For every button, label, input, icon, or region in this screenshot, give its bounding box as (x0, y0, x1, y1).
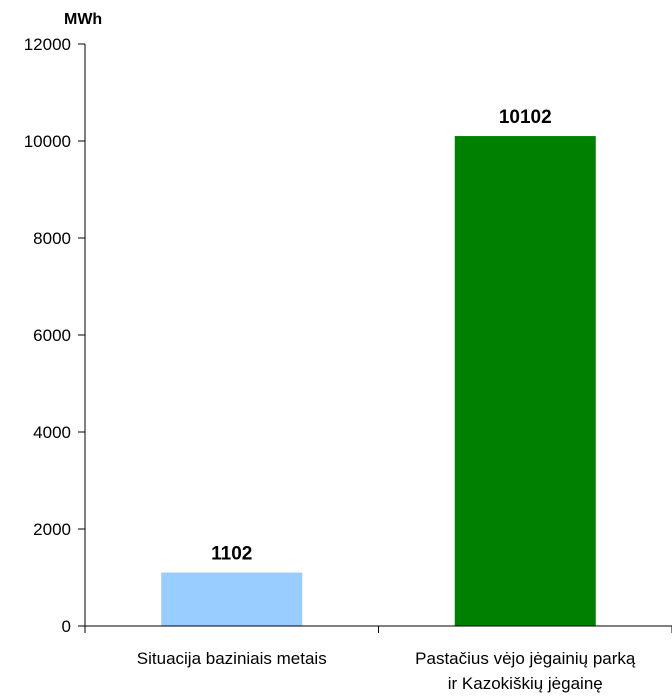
data-labels: 1102 10102 (211, 107, 552, 564)
y-tick-label: 8000 (33, 229, 71, 248)
category-label: Pastačius vėjo jėgainių parką (415, 649, 636, 668)
y-axis-ticks: 0 2000 4000 6000 8000 10000 12000 (24, 35, 85, 636)
category-label: ir Kazokiškių jėgainę (448, 674, 603, 693)
y-tick-label: 0 (62, 617, 71, 636)
y-tick-label: 10000 (24, 132, 71, 151)
category-labels: Situacija baziniais metais Pastačius vėjo… (137, 649, 636, 693)
y-tick-label: 6000 (33, 326, 71, 345)
category-label: Situacija baziniais metais (137, 649, 327, 668)
bar (454, 136, 596, 627)
bar-value-label: 10102 (499, 107, 552, 128)
y-axis-unit-label: MWh (64, 11, 102, 28)
bars (161, 136, 596, 627)
bar (161, 572, 303, 626)
y-tick-label: 4000 (33, 423, 71, 442)
bar-value-label: 1102 (211, 544, 252, 565)
y-tick-label: 12000 (24, 35, 71, 54)
x-axis-ticks (84, 626, 672, 633)
y-tick-label: 2000 (33, 520, 71, 539)
